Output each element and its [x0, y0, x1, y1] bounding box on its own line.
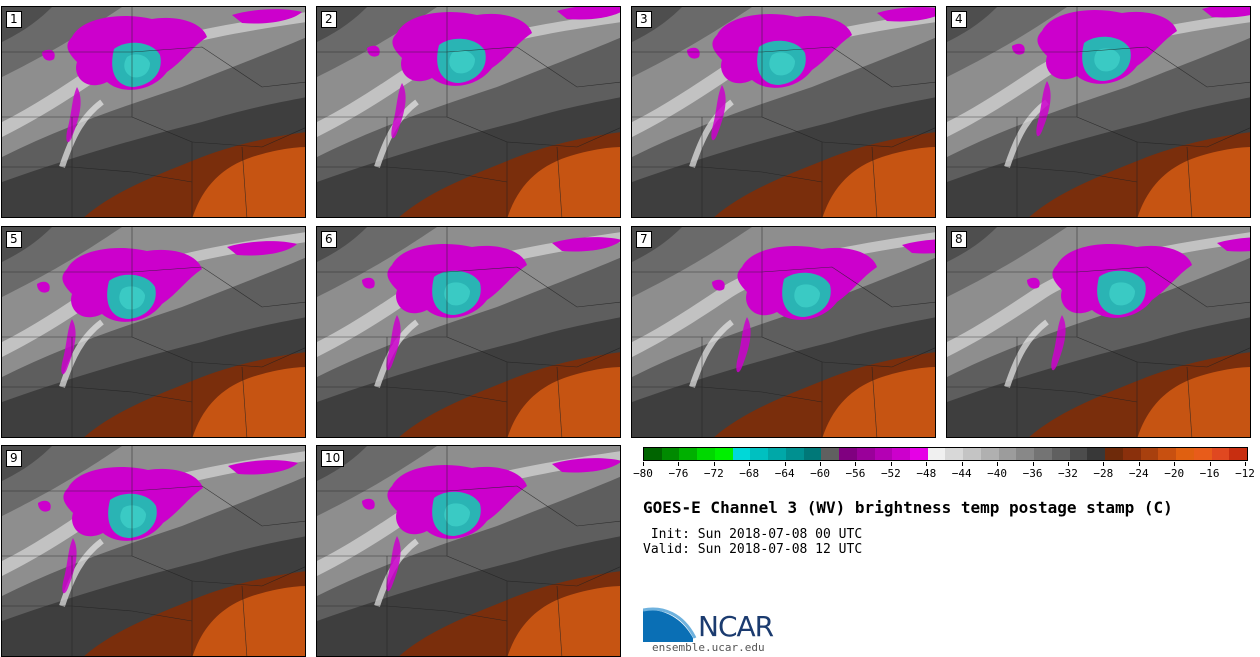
- colorbar-segment: [1016, 448, 1035, 460]
- colorbar-tick: [926, 462, 928, 466]
- colorbar-segment: [1176, 448, 1194, 460]
- colorbar-tick: [784, 462, 786, 466]
- panel-number: 7: [636, 231, 652, 248]
- panel-number: 8: [951, 231, 967, 248]
- colorbar-tick-label: −44: [951, 467, 972, 480]
- init-time: Init: Sun 2018-07-08 00 UTC: [643, 527, 863, 542]
- colorbar-tick-label: −40: [987, 467, 1008, 480]
- colorbar-tick-label: −32: [1058, 467, 1078, 480]
- colorbar-segment: [803, 448, 822, 460]
- colorbar-ticks: −80 −76 −72 −68 −64 −60 −56 −52 −48 −44 −40 −36 −32 −…: [633, 462, 1255, 482]
- colorbar-tick: [997, 462, 999, 466]
- panel-number: 4: [951, 11, 967, 28]
- colorbar-segment: [1087, 448, 1106, 460]
- colorbar-tick: [713, 462, 715, 466]
- colorbar-segment: [874, 448, 893, 460]
- colorbar-tick-label: −20: [1164, 467, 1185, 480]
- panel-number: 2: [321, 11, 337, 28]
- panel-number: 1: [6, 11, 22, 28]
- colorbar-tick-label: −16: [1199, 467, 1220, 480]
- colorbar-tick-label: −64: [774, 467, 795, 480]
- ncar-logo: [643, 607, 697, 642]
- logo-url: ensemble.ucar.edu: [652, 641, 765, 654]
- colorbar-segment: [945, 448, 964, 460]
- colorbar-segment: [980, 448, 999, 460]
- postage-stamp-panel: 5: [1, 226, 306, 438]
- colorbar-tick-label: −72: [703, 467, 724, 480]
- colorbar-tick: [678, 462, 680, 466]
- colorbar-segment: [1211, 448, 1230, 460]
- colorbar-tick: [1245, 462, 1246, 466]
- colorbar-segment: [839, 448, 857, 460]
- colorbar-segment: [785, 448, 804, 460]
- colorbar-segment: [892, 448, 911, 460]
- colorbar-tick: [643, 462, 644, 466]
- colorbar-tick: [1067, 462, 1069, 466]
- colorbar-tick-label: −56: [845, 467, 866, 480]
- colorbar-segment: [1140, 448, 1159, 460]
- colorbar-segment: [1229, 448, 1247, 460]
- postage-stamp-panel: 8: [946, 226, 1251, 438]
- colorbar-segment: [768, 448, 786, 460]
- colorbar-tick: [961, 462, 963, 466]
- colorbar-tick-label: −28: [1093, 467, 1114, 480]
- colorbar-tick-label: −52: [880, 467, 901, 480]
- colorbar-tick-label: −76: [668, 467, 689, 480]
- colorbar-tick: [1032, 462, 1034, 466]
- postage-stamp-panel: 1: [1, 6, 306, 218]
- colorbar-segment: [644, 448, 662, 460]
- colorbar-segment: [998, 448, 1017, 460]
- colorbar-segment: [1122, 448, 1141, 460]
- postage-stamp-panel: 7: [631, 226, 936, 438]
- colorbar-segment: [821, 448, 840, 460]
- colorbar-tick: [890, 462, 892, 466]
- panel-number: 9: [6, 450, 22, 467]
- panel-number: 10: [321, 450, 345, 467]
- colorbar-segment: [910, 448, 928, 460]
- colorbar-segment: [856, 448, 875, 460]
- postage-stamp-panel: 6: [316, 226, 621, 438]
- colorbar-segment: [714, 448, 733, 460]
- colorbar-segment: [1069, 448, 1088, 460]
- colorbar-segment: [679, 448, 698, 460]
- panel-number: 3: [636, 11, 652, 28]
- colorbar-tick-label: −60: [810, 467, 830, 480]
- ncar-logo-text: NCAR: [698, 610, 774, 643]
- valid-time: Valid: Sun 2018-07-08 12 UTC: [643, 542, 863, 557]
- colorbar-segment: [732, 448, 751, 460]
- colorbar-segment: [1051, 448, 1070, 460]
- colorbar-tick-label: −80: [633, 467, 653, 480]
- colorbar-segment: [1105, 448, 1123, 460]
- colorbar-tick: [820, 462, 822, 466]
- colorbar-segment: [697, 448, 715, 460]
- colorbar-tick: [1138, 462, 1140, 466]
- colorbar-tick-label: −24: [1128, 467, 1149, 480]
- colorbar-tick: [1209, 462, 1211, 466]
- colorbar: [643, 447, 1248, 461]
- postage-stamp-panel: 10: [316, 445, 621, 657]
- colorbar-tick-label: −12: [1235, 467, 1255, 480]
- colorbar-segment: [1158, 448, 1177, 460]
- colorbar-segment: [750, 448, 769, 460]
- colorbar-tick: [1174, 462, 1176, 466]
- colorbar-segment: [1193, 448, 1212, 460]
- postage-stamp-panel: 3: [631, 6, 936, 218]
- postage-stamp-panel: 9: [1, 445, 306, 657]
- figure-title: GOES-E Channel 3 (WV) brightness temp po…: [643, 498, 1173, 517]
- colorbar-tick-label: −36: [1022, 467, 1043, 480]
- colorbar-tick: [1103, 462, 1105, 466]
- panel-number: 5: [6, 231, 22, 248]
- postage-stamp-panel: 4: [946, 6, 1251, 218]
- colorbar-tick: [855, 462, 857, 466]
- postage-stamp-panel: 2: [316, 6, 621, 218]
- panel-number: 6: [321, 231, 337, 248]
- colorbar-segment: [1034, 448, 1052, 460]
- colorbar-tick-label: −68: [739, 467, 760, 480]
- colorbar-segment: [661, 448, 680, 460]
- colorbar-tick-label: −48: [916, 467, 937, 480]
- colorbar-tick: [749, 462, 751, 466]
- colorbar-segment: [963, 448, 981, 460]
- colorbar-segment: [927, 448, 946, 460]
